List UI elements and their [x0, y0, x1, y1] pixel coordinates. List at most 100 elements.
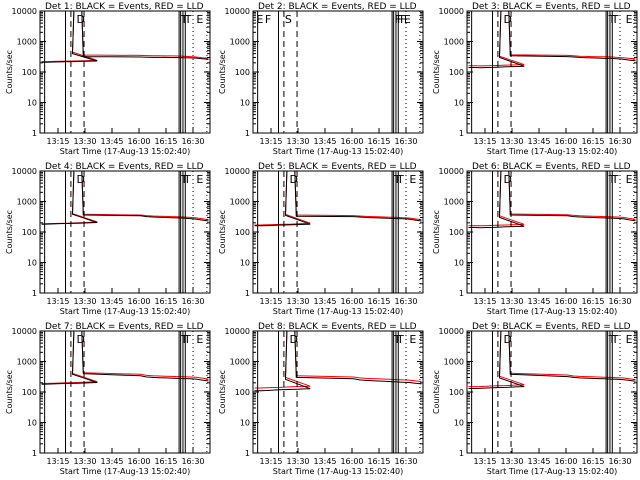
- x-tick-label: 13:30: [286, 297, 309, 306]
- x-tick-label: 13:30: [500, 297, 523, 306]
- y-tick-label: 1: [459, 289, 464, 298]
- y-axis-label: Counts/sec: [5, 370, 14, 414]
- panel-title: Det 4: BLACK = Events, RED = LLD: [45, 162, 204, 172]
- x-tick-label: 13:30: [286, 137, 309, 146]
- marker-label: F: [397, 13, 403, 26]
- y-tick-label: 1: [245, 449, 250, 458]
- x-tick-label: 13:15: [259, 297, 282, 306]
- x-tick-label: 13:30: [500, 137, 523, 146]
- x-tick-label: 16:00: [340, 137, 363, 146]
- x-axis-label: Start Time (17-Aug-13 15:02:40): [273, 307, 404, 316]
- marker-label: E: [626, 13, 633, 26]
- y-tick-label: 1000: [17, 38, 37, 47]
- y-tick-label: 10: [454, 259, 464, 268]
- x-axis-label: Start Time (17-Aug-13 15:02:40): [273, 147, 404, 156]
- y-tick-label: 10000: [225, 7, 250, 16]
- marker-label: T: [611, 13, 619, 26]
- y-tick-label: 10: [27, 99, 37, 108]
- x-tick-label: 13:15: [473, 137, 496, 146]
- y-axis-label: Counts/sec: [5, 210, 14, 254]
- y-tick-label: 1000: [17, 358, 37, 367]
- y-tick-label: 10: [454, 99, 464, 108]
- marker-label: E: [626, 333, 633, 346]
- y-tick-label: 100: [22, 228, 37, 237]
- x-tick-label: 16:15: [581, 297, 604, 306]
- x-tick-label: 13:15: [46, 457, 69, 466]
- marker-label: E: [196, 333, 203, 346]
- x-axis-label: Start Time (17-Aug-13 15:02:40): [60, 467, 191, 476]
- y-tick-label: 100: [235, 68, 250, 77]
- marker-label: T: [608, 173, 616, 186]
- y-tick-label: 10000: [439, 7, 464, 16]
- x-tick-label: 13:30: [73, 457, 96, 466]
- x-tick-label: 16:15: [154, 457, 177, 466]
- marker-label: E: [409, 333, 416, 346]
- marker-label: E: [256, 13, 263, 26]
- x-tick-label: 13:15: [46, 297, 69, 306]
- x-tick-label: 16:00: [127, 457, 150, 466]
- panel-title: Det 2: BLACK = Events, RED = LLD: [258, 2, 417, 12]
- panel-title: Det 1: BLACK = Events, RED = LLD: [45, 2, 204, 12]
- x-axis-label: Start Time (17-Aug-13 15:02:40): [60, 147, 191, 156]
- y-tick-label: 10: [454, 419, 464, 428]
- x-tick-label: 13:45: [527, 137, 550, 146]
- y-tick-label: 100: [22, 388, 37, 397]
- y-tick-label: 1: [32, 449, 37, 458]
- panel-title: Det 9: BLACK = Events, RED = LLD: [472, 322, 631, 332]
- y-tick-label: 10: [240, 99, 250, 108]
- marker-label: S: [285, 13, 292, 26]
- x-axis-label: Start Time (17-Aug-13 15:02:40): [273, 467, 404, 476]
- x-tick-label: 13:15: [46, 137, 69, 146]
- y-tick-label: 10: [27, 419, 37, 428]
- marker-label: T: [183, 173, 191, 186]
- y-axis-label: Counts/sec: [218, 210, 227, 254]
- y-tick-label: 100: [235, 228, 250, 237]
- x-tick-label: 13:15: [473, 297, 496, 306]
- marker-label: E: [404, 13, 411, 26]
- x-tick-label: 13:15: [259, 137, 282, 146]
- y-tick-label: 1: [459, 129, 464, 138]
- x-tick-label: 13:30: [500, 457, 523, 466]
- x-tick-label: 16:30: [181, 297, 204, 306]
- y-tick-label: 1000: [444, 198, 464, 207]
- marker-label: E: [196, 13, 203, 26]
- marker-label: E: [196, 173, 203, 186]
- y-tick-label: 10000: [225, 327, 250, 336]
- x-tick-label: 16:30: [181, 457, 204, 466]
- marker-label: T: [180, 333, 188, 346]
- y-tick-label: 10000: [439, 327, 464, 336]
- x-axis-label: Start Time (17-Aug-13 15:02:40): [487, 467, 618, 476]
- marker-label: T: [184, 13, 192, 26]
- y-tick-label: 1: [245, 289, 250, 298]
- panel-title: Det 3: BLACK = Events, RED = LLD: [472, 2, 631, 12]
- panel-title: Det 6: BLACK = Events, RED = LLD: [472, 162, 631, 172]
- marker-label: T: [608, 13, 616, 26]
- x-tick-label: 13:45: [527, 457, 550, 466]
- y-tick-label: 1: [459, 449, 464, 458]
- panel-title: Det 5: BLACK = Events, RED = LLD: [258, 162, 417, 172]
- x-axis-label: Start Time (17-Aug-13 15:02:40): [487, 147, 618, 156]
- marker-label: T: [393, 173, 401, 186]
- x-tick-label: 16:00: [554, 297, 577, 306]
- x-tick-label: 16:30: [608, 297, 631, 306]
- y-tick-label: 10: [27, 259, 37, 268]
- x-tick-label: 16:15: [367, 297, 390, 306]
- x-tick-label: 13:45: [100, 137, 123, 146]
- y-tick-label: 1000: [17, 198, 37, 207]
- y-tick-label: 1000: [230, 38, 250, 47]
- marker-label: F: [400, 13, 406, 26]
- x-tick-label: 16:00: [554, 137, 577, 146]
- marker-label: D: [290, 173, 298, 186]
- x-tick-label: 16:30: [394, 457, 417, 466]
- y-tick-label: 10: [240, 419, 250, 428]
- marker-label: F: [395, 13, 401, 26]
- x-tick-label: 16:15: [154, 137, 177, 146]
- marker-label: T: [611, 173, 619, 186]
- x-tick-label: 16:00: [127, 297, 150, 306]
